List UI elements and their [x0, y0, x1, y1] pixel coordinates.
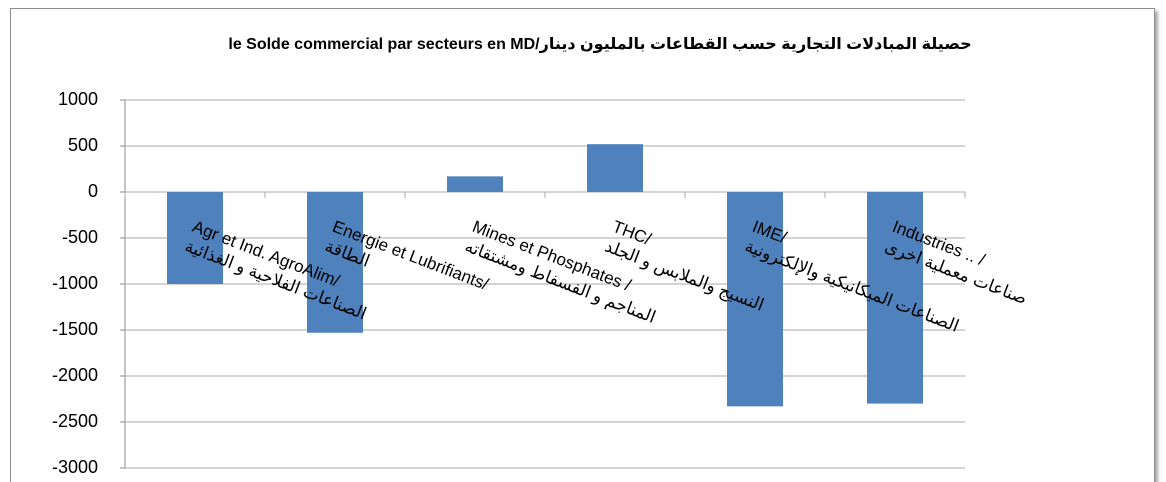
- bar: [587, 144, 643, 192]
- bar: [167, 192, 223, 284]
- bar: [727, 192, 783, 407]
- y-tick-label: -1000: [52, 273, 98, 293]
- y-tick-label: -3000: [52, 457, 98, 477]
- chart-title: le Solde commercial par secteurs en MD/ح…: [228, 36, 971, 53]
- bar: [307, 192, 363, 333]
- y-tick-label: 0: [88, 181, 98, 201]
- bar: [447, 176, 503, 192]
- bar: [867, 192, 923, 404]
- y-tick-label: -2500: [52, 411, 98, 431]
- y-tick-label: -2000: [52, 365, 98, 385]
- y-tick-label: 500: [68, 135, 98, 155]
- y-tick-label: -500: [62, 227, 98, 247]
- y-tick-label: -1500: [52, 319, 98, 339]
- y-tick-label: 1000: [58, 89, 98, 109]
